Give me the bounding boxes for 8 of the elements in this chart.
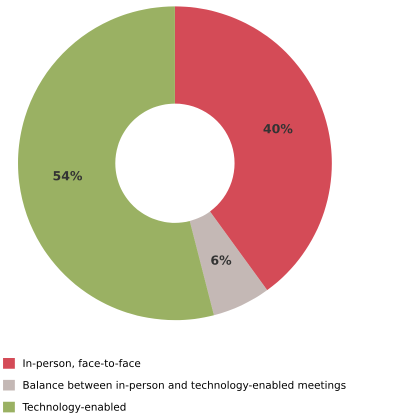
- donut-slice: [174, 6, 332, 290]
- legend-label: Balance between in-person and technology-enabled meetings: [24, 380, 346, 391]
- legend-label: In-person, face-to-face: [24, 359, 140, 370]
- data-label: 40%: [264, 124, 292, 134]
- data-label: 6%: [211, 255, 232, 265]
- legend-label: Technology-enabled: [22, 402, 126, 413]
- donut-slice: [190, 211, 268, 316]
- data-label: 54%: [54, 170, 82, 180]
